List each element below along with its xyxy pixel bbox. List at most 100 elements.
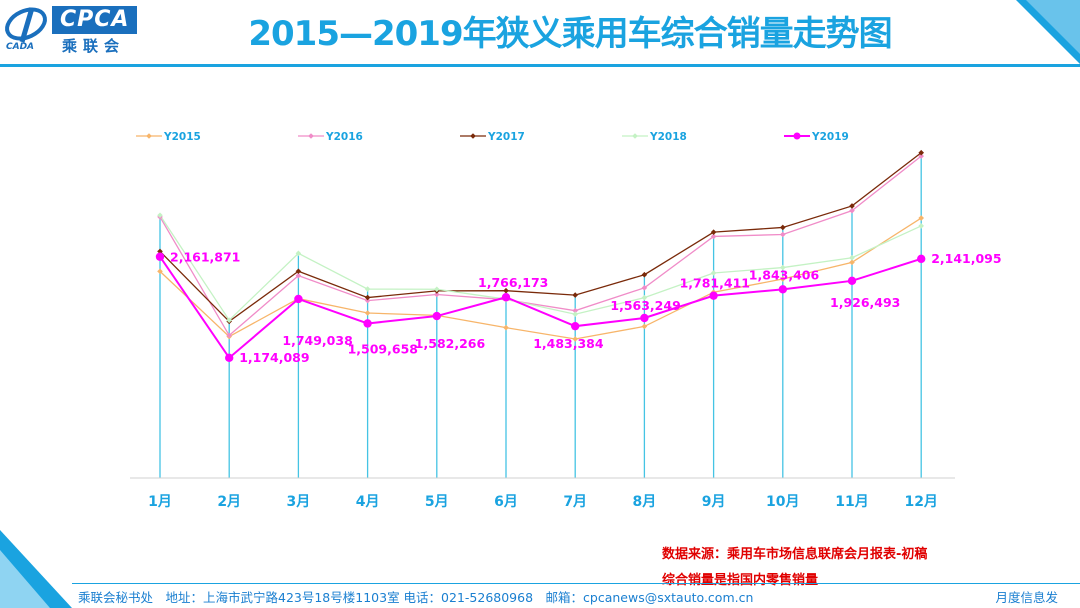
series-line-Y2017	[159, 152, 922, 323]
logo-cn-text: 乘联会	[62, 37, 126, 55]
data-label: 1,781,411	[680, 276, 750, 291]
data-label: 1,749,038	[282, 333, 352, 348]
data-point	[641, 323, 648, 330]
data-label: 1,483,384	[533, 336, 604, 351]
legend-label: Y2018	[649, 131, 687, 143]
series-lines	[159, 152, 922, 360]
data-point	[226, 317, 232, 323]
data-point	[778, 285, 787, 294]
data-point	[849, 203, 855, 209]
x-tick-label: 4月	[356, 494, 380, 510]
data-point	[849, 259, 855, 266]
data-point	[641, 294, 648, 301]
data-point	[364, 297, 371, 304]
data-point	[710, 233, 717, 240]
data-point	[432, 311, 441, 321]
data-point	[780, 224, 786, 231]
logo-cada-text: CADA	[6, 42, 35, 52]
data-point	[572, 336, 578, 342]
data-point	[503, 324, 509, 331]
data-point	[918, 215, 924, 221]
x-tick-label: 1月	[148, 494, 172, 510]
data-label: 1,563,249	[610, 298, 680, 313]
legend-swatch-marker	[308, 133, 314, 139]
data-label: 1,926,493	[830, 295, 900, 310]
source-line-1: 数据来源：乘用车市场信息联席会月报表-初稿	[662, 547, 928, 562]
source-line-2: 综合销量是指国内零售销量	[662, 573, 819, 588]
logo-cpca-text: CPCA	[52, 6, 138, 34]
page-title: 2015—2019年狭义乘用车综合销量走势图	[248, 14, 892, 54]
data-label: 1,766,173	[478, 275, 548, 290]
x-tick-label: 6月	[494, 494, 518, 510]
legend-label: Y2015	[163, 131, 201, 143]
data-point	[572, 292, 578, 298]
footer-address: 乘联会秘书处 地址：上海市武宁路423号18号楼1103室 电话：021-526…	[78, 590, 754, 605]
chart-legend: Y2015 Y2016 Y2017 Y2018 Y2019	[136, 131, 849, 143]
data-point	[709, 291, 718, 300]
source-note: 数据来源：乘用车市场信息联席会月报表-初稿 综合销量是指国内零售销量	[662, 542, 927, 594]
data-point	[157, 268, 163, 275]
corner-decoration	[1016, 0, 1080, 64]
data-point	[364, 286, 371, 292]
data-point	[571, 321, 580, 331]
x-tick-label: 2月	[217, 494, 241, 510]
data-point	[294, 294, 303, 304]
data-label: 1,582,266	[415, 336, 486, 351]
x-tick-label: 10月	[766, 494, 799, 510]
data-point	[918, 149, 924, 156]
data-labels: 2,161,871 1,174,089 1,749,0381,509,6581,58…	[170, 250, 1002, 365]
footer-right-note: 月度信息发	[995, 590, 1058, 605]
series-line-Y2018	[159, 214, 922, 322]
data-point	[780, 264, 786, 271]
x-tick-label: 7月	[563, 494, 587, 510]
x-tick-label: 8月	[633, 494, 657, 510]
data-point	[295, 272, 302, 279]
data-point	[849, 207, 855, 214]
data-label: 1,843,406	[749, 267, 820, 282]
data-point	[157, 212, 163, 219]
data-point	[641, 271, 648, 278]
x-tick-label: 11月	[835, 494, 868, 510]
x-tick-label: 12月	[904, 494, 937, 510]
header-divider	[0, 64, 1080, 67]
legend-swatch-marker	[470, 133, 476, 139]
data-point	[295, 268, 302, 275]
legend-label: Y2016	[325, 131, 363, 143]
data-point	[434, 291, 440, 298]
x-tick-label: 3月	[287, 494, 311, 510]
x-tick-label: 5月	[425, 494, 449, 510]
data-point	[849, 254, 855, 261]
drop-lines	[159, 152, 922, 478]
data-point	[363, 319, 372, 328]
x-tick-label: 9月	[702, 494, 726, 510]
data-point	[434, 286, 440, 293]
data-point	[364, 310, 371, 316]
data-label: 2,141,095	[931, 251, 1001, 266]
data-point	[641, 285, 648, 291]
data-point	[847, 276, 857, 286]
data-point	[710, 229, 717, 235]
data-label: 1,509,658	[348, 341, 418, 356]
series-line-Y2015	[159, 217, 922, 340]
data-point	[918, 223, 924, 229]
footer-divider	[72, 583, 1080, 584]
series-line-Y2019	[159, 256, 922, 360]
legend-label: Y2017	[487, 131, 525, 143]
legend-swatch-marker	[793, 132, 801, 140]
data-label: 2,161,871	[170, 250, 240, 265]
data-point	[917, 254, 926, 264]
series-points	[155, 149, 926, 363]
data-point	[780, 231, 786, 238]
data-point	[501, 293, 511, 302]
data-point	[225, 353, 234, 363]
data-point	[503, 287, 509, 294]
x-axis: 1月 2月 3月 4月 5月 6月 7月 8月 9月 10月 11月 12月	[130, 477, 955, 510]
data-point	[572, 307, 578, 314]
corner-decoration-bottom	[0, 530, 72, 608]
data-point	[295, 250, 302, 257]
data-point	[780, 276, 786, 282]
data-label: 1,174,089	[239, 350, 309, 365]
legend-swatch-marker	[632, 133, 638, 139]
cpca-logo: CPCA 乘联会 CADA	[2, 2, 152, 58]
data-point	[710, 270, 717, 276]
